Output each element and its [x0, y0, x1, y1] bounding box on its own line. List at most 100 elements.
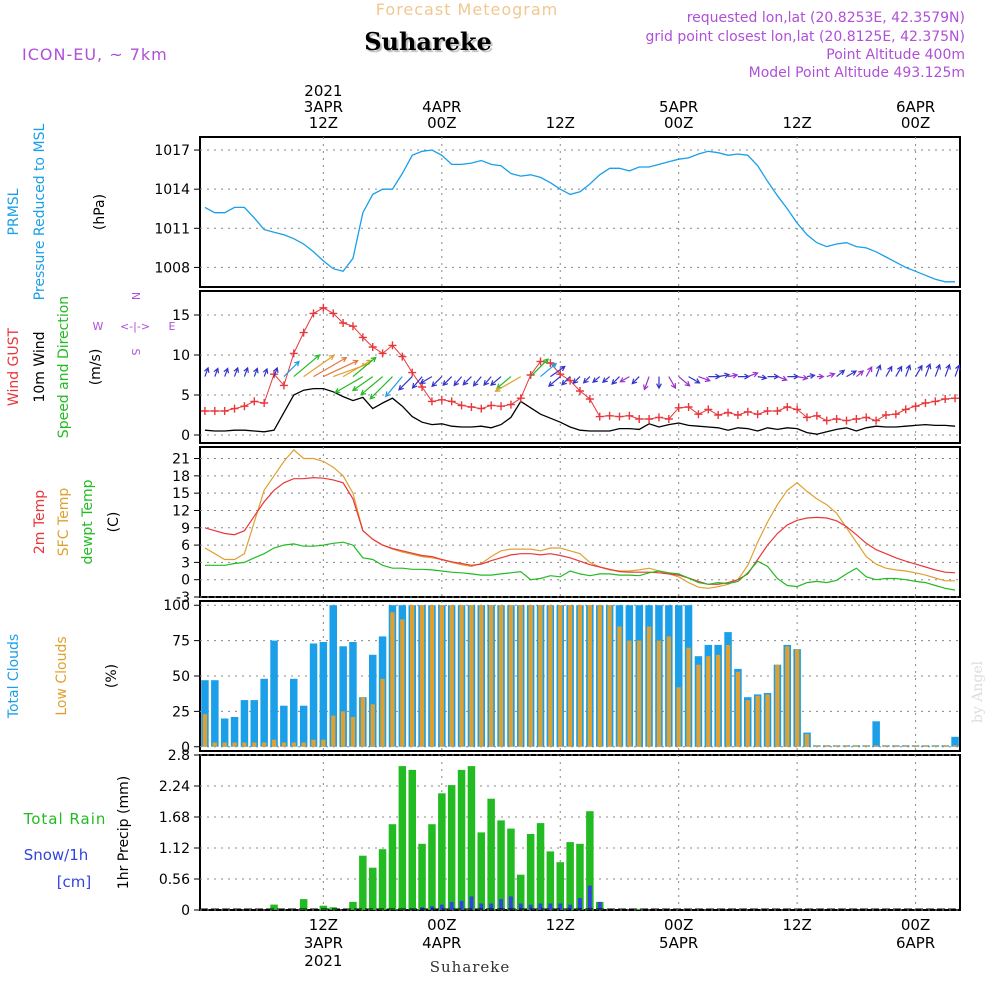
low-cloud-bar	[873, 745, 879, 747]
low-cloud-bar	[558, 605, 563, 747]
gust-marker	[536, 357, 545, 366]
wind-direction-arrow	[601, 376, 610, 384]
low-cloud-bar	[725, 644, 731, 747]
low-cloud-bar	[331, 715, 336, 747]
gust-marker	[585, 395, 594, 403]
rain-bar	[319, 905, 328, 910]
rain-bar	[418, 843, 426, 910]
precip-ytick-label: 2.8	[168, 748, 190, 764]
low-cloud-bar	[577, 605, 583, 747]
wind-direction-arrow	[323, 359, 359, 378]
rain-bar	[270, 904, 278, 910]
low-cloud-bar	[686, 647, 691, 747]
gust-marker	[309, 309, 318, 318]
rain-bar	[388, 824, 397, 910]
low-cloud-bar	[785, 646, 790, 747]
rain-bar	[536, 823, 545, 910]
gust-marker	[941, 395, 950, 403]
clouds-panel: 0 25 50 75 100 Total Clouds Low Clouds (%)	[6, 598, 961, 756]
gust-marker	[506, 400, 515, 409]
low-cloud-bar	[656, 640, 662, 747]
low-cloud-bar	[242, 742, 247, 747]
wind-direction-arrow	[826, 372, 836, 378]
gust-marker	[447, 397, 456, 406]
gust-marker	[733, 411, 742, 419]
gust-marker	[339, 319, 348, 327]
gust-marker	[832, 415, 841, 423]
wind-direction-arrow	[698, 376, 711, 383]
clouds-ytick-label: 0	[181, 740, 190, 756]
snow-bar	[528, 904, 533, 910]
temperature-axis-label: dewpt Temp	[80, 479, 96, 564]
low-cloud-bar	[864, 745, 869, 747]
temperature-frame	[199, 446, 961, 598]
gust-marker	[793, 405, 802, 414]
low-cloud-bar	[646, 626, 652, 747]
location-title: Suhareke	[364, 27, 492, 56]
low-cloud-bar	[775, 664, 780, 747]
gust-marker	[921, 399, 930, 407]
wind-direction-arrow	[836, 369, 846, 378]
temperature-ytick-label: 9	[181, 521, 190, 537]
gust-marker	[230, 404, 239, 413]
low-cloud-bar	[419, 605, 425, 747]
top-time-label: 12Z	[309, 114, 338, 132]
wind-direction-arrow	[656, 376, 662, 390]
snow-bar	[578, 898, 582, 910]
low-cloud-bar	[311, 739, 316, 747]
wind-direction-arrow	[924, 363, 932, 377]
clouds-ytick-label: 50	[172, 669, 190, 685]
low-cloud-bar	[755, 695, 760, 747]
gust-marker	[408, 368, 417, 377]
wind-axis-label: Speed and Direction	[56, 296, 72, 438]
dewpoint-line	[204, 541, 956, 591]
gust-marker	[378, 349, 387, 358]
wind-direction-arrow	[905, 364, 912, 377]
wind-direction-arrow	[213, 367, 220, 377]
low-cloud-bar	[716, 654, 721, 747]
temperature-ytick-label: 6	[181, 538, 190, 554]
low-cloud-bar	[252, 742, 257, 747]
wind-axis-label: Wind GUST	[6, 327, 22, 406]
total-cloud-bar	[675, 605, 683, 747]
gust-marker	[704, 405, 713, 414]
low-cloud-bar	[923, 745, 928, 747]
pressure-line	[204, 149, 956, 283]
snow-bar	[449, 901, 454, 910]
bottom-time-label: 6APR	[896, 934, 935, 952]
gust-marker	[368, 343, 377, 351]
gust-marker	[319, 303, 328, 312]
low-cloud-bar	[400, 619, 405, 747]
total-cloud-bar	[230, 717, 239, 747]
low-cloud-bar	[281, 742, 286, 747]
gust-marker	[842, 416, 851, 425]
gust-marker	[595, 412, 604, 421]
wind-direction-arrow	[431, 376, 443, 388]
gust-marker	[684, 403, 693, 411]
snow-bar	[459, 900, 464, 910]
wind-direction-arrow	[856, 370, 865, 378]
compass-arrows: <-|->	[120, 320, 150, 333]
wind-direction-arrow	[419, 376, 433, 384]
wind-direction-arrow	[688, 376, 701, 384]
gust-marker	[753, 410, 762, 419]
wind-direction-arrow	[865, 366, 873, 377]
wind-panel: 0 5 10 15 Wind GUST 10m Wind Speed and Directi…	[6, 290, 961, 444]
gust-marker	[872, 416, 881, 425]
t2m-line	[204, 476, 956, 585]
wind-direction-arrow	[303, 354, 335, 378]
wind-direction-arrow	[954, 364, 961, 377]
compass-west: W	[93, 320, 104, 333]
gust-marker	[694, 410, 703, 419]
low-cloud-bar	[696, 664, 701, 747]
wind-direction-arrow	[757, 374, 768, 381]
pressure-ytick-label: 1008	[154, 260, 190, 276]
gust-marker	[497, 402, 506, 411]
low-cloud-bar	[814, 745, 819, 747]
wind-direction-arrow	[643, 376, 650, 391]
low-cloud-bar	[508, 605, 513, 747]
pressure-frame	[199, 136, 961, 288]
low-cloud-bar	[232, 742, 237, 747]
